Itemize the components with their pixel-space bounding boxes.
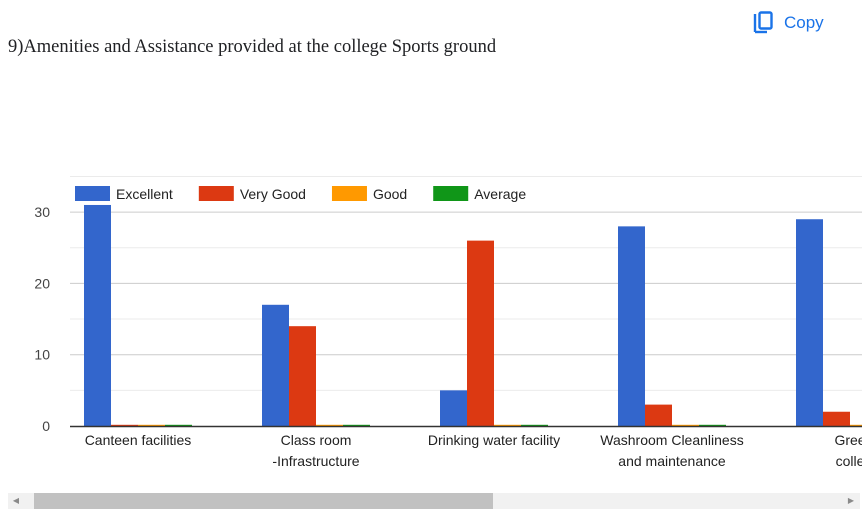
bar-average [165, 424, 192, 426]
y-tick-label: 30 [34, 204, 50, 220]
scroll-left-arrow[interactable]: ◀ [12, 496, 20, 505]
bar-very-good [289, 326, 316, 426]
legend-label: Good [373, 186, 407, 202]
x-category-label: Canteen facilities [85, 432, 192, 448]
bar-excellent [262, 304, 289, 426]
scroll-right-arrow[interactable]: ▶ [847, 496, 855, 505]
bar-average [343, 424, 370, 426]
legend-swatch [433, 186, 469, 201]
legend-swatch [198, 186, 234, 201]
bar-excellent [440, 390, 467, 426]
horizontal-scrollbar[interactable]: ◀ ▶ [0, 490, 862, 514]
x-category-label: Drinking water facility [428, 432, 560, 448]
bar-average [521, 424, 548, 426]
bar-very-good [645, 404, 672, 426]
y-tick-label: 10 [34, 347, 50, 363]
bar-good [316, 424, 343, 426]
legend-swatch [331, 186, 367, 201]
bar-good [850, 424, 862, 426]
bar-very-good [111, 424, 138, 426]
copy-button[interactable]: Copy [752, 8, 824, 38]
x-category-label: and maintenance [618, 453, 726, 469]
copy-icon [752, 11, 774, 35]
question-title: 9)Amenities and Assistance provided at t… [8, 37, 497, 57]
bar-good [494, 424, 521, 426]
bar-very-good [467, 240, 494, 426]
copy-label: Copy [784, 13, 824, 32]
scroll-thumb[interactable] [34, 493, 493, 509]
bar-excellent [618, 226, 645, 426]
x-category-label: -Infrastructure [272, 453, 359, 469]
x-category-label: Gree [834, 432, 862, 448]
chart-area: 0 10 20 30 Canteen facilities Class room -Infr… [0, 170, 862, 486]
x-category-label: colle [836, 453, 862, 469]
bar-average [699, 424, 726, 426]
x-category-label: Washroom Cleanliness [600, 432, 743, 448]
bar-excellent [84, 204, 111, 426]
y-tick-label: 0 [42, 418, 50, 434]
bar-excellent [796, 219, 823, 426]
x-category-label: Class room [281, 432, 352, 448]
bar-chart: 0 10 20 30 Canteen facilities Class room -Infr… [34, 175, 862, 469]
bar-good [672, 424, 699, 426]
legend-label: Excellent [116, 186, 173, 202]
legend-swatch [75, 186, 110, 201]
bar-very-good [823, 411, 850, 426]
legend-label: Very Good [240, 186, 306, 202]
legend-label: Average [474, 186, 526, 202]
y-tick-label: 20 [34, 275, 50, 291]
bar-good [138, 424, 165, 426]
